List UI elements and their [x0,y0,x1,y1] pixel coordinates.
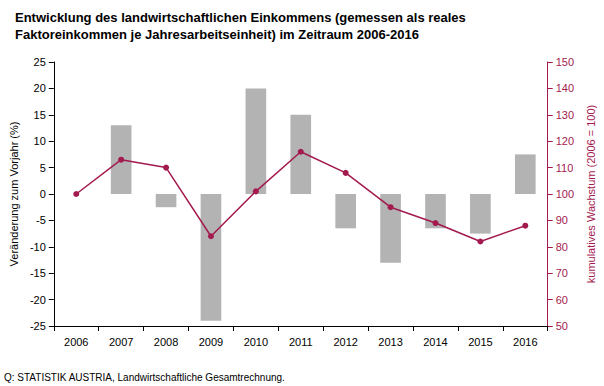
svg-text:150: 150 [556,56,574,68]
svg-text:-25: -25 [30,320,46,332]
svg-text:2013: 2013 [378,336,402,348]
svg-text:2009: 2009 [199,336,223,348]
svg-text:0: 0 [40,188,46,200]
svg-text:-20: -20 [30,294,46,306]
svg-text:100: 100 [556,188,574,200]
svg-text:2016: 2016 [513,336,537,348]
svg-text:70: 70 [556,267,568,279]
svg-text:2010: 2010 [244,336,268,348]
svg-text:2008: 2008 [154,336,178,348]
svg-text:-15: -15 [30,267,46,279]
svg-text:2012: 2012 [333,336,357,348]
svg-text:-5: -5 [36,214,46,226]
svg-text:2014: 2014 [423,336,447,348]
svg-text:5: 5 [40,162,46,174]
svg-text:2011: 2011 [289,336,313,348]
svg-text:15: 15 [34,109,46,121]
svg-text:Q: STATISTIK AUSTRIA, Landwirt: Q: STATISTIK AUSTRIA, Landwirtschaftlich… [4,372,285,383]
svg-text:kumulatives Wachstum (2006 = 1: kumulatives Wachstum (2006 = 100) [585,105,597,283]
svg-text:2015: 2015 [468,336,492,348]
svg-text:20: 20 [34,82,46,94]
svg-text:90: 90 [556,214,568,226]
svg-text:130: 130 [556,109,574,121]
svg-text:25: 25 [34,56,46,68]
svg-text:Veränderung zum Vorjahr (%): Veränderung zum Vorjahr (%) [8,122,20,267]
svg-text:110: 110 [556,162,574,174]
svg-text:50: 50 [556,320,568,332]
svg-text:-10: -10 [30,241,46,253]
svg-text:2007: 2007 [109,336,133,348]
svg-text:120: 120 [556,135,574,147]
svg-text:60: 60 [556,294,568,306]
svg-text:80: 80 [556,241,568,253]
svg-text:Entwicklung des landwirtschaft: Entwicklung des landwirtschaftlichen Ein… [15,10,466,25]
svg-text:140: 140 [556,82,574,94]
svg-text:Faktoreinkommen je Jahresarbei: Faktoreinkommen je Jahresarbeitseinheit)… [15,27,419,42]
svg-text:10: 10 [34,135,46,147]
svg-text:2006: 2006 [64,336,88,348]
